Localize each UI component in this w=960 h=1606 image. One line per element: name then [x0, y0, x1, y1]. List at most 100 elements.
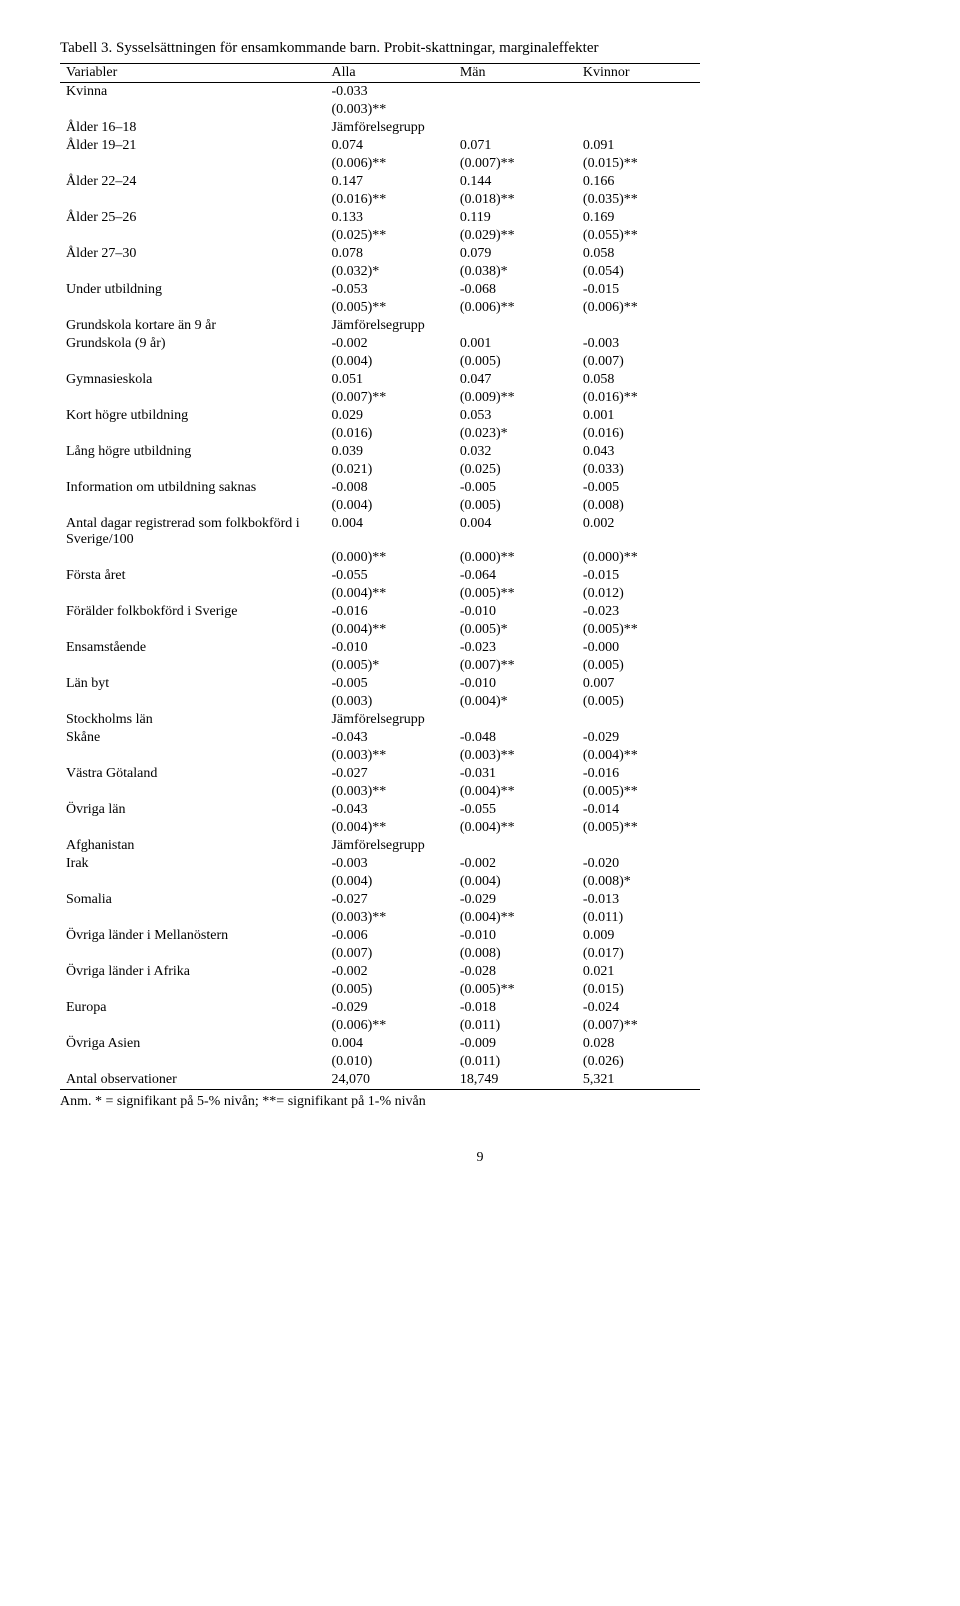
row-label [60, 425, 325, 443]
cell-value [577, 119, 700, 137]
row-label: Afghanistan [60, 837, 325, 855]
table-row: (0.003)(0.004)*(0.005) [60, 693, 700, 711]
table-row: Antal dagar registrerad som folkbokförd … [60, 515, 700, 549]
table-row: Ålder 25–260.1330.1190.169 [60, 209, 700, 227]
cell-value: (0.033) [577, 461, 700, 479]
cell-value: 0.001 [577, 407, 700, 425]
cell-value: 0.021 [577, 963, 700, 981]
cell-value: 0.166 [577, 173, 700, 191]
row-label: Kort högre utbildning [60, 407, 325, 425]
cell-value: -0.002 [454, 855, 577, 873]
cell-value: Jämförelsegrupp [325, 711, 453, 729]
cell-value: -0.029 [325, 999, 453, 1017]
cell-value: -0.016 [325, 603, 453, 621]
cell-value: -0.023 [454, 639, 577, 657]
cell-value: (0.054) [577, 263, 700, 281]
header-man: Män [454, 64, 577, 83]
cell-value: -0.068 [454, 281, 577, 299]
cell-value: (0.005)** [454, 981, 577, 999]
table-row: Stockholms länJämförelsegrupp [60, 711, 700, 729]
table-row: Län byt-0.005-0.0100.007 [60, 675, 700, 693]
cell-value: (0.008)* [577, 873, 700, 891]
table-row: Lång högre utbildning0.0390.0320.043 [60, 443, 700, 461]
row-label [60, 873, 325, 891]
table-row: Grundskola (9 år)-0.0020.001-0.003 [60, 335, 700, 353]
table-note: Anm. * = signifikant på 5-% nivån; **= s… [60, 1094, 900, 1110]
cell-value: -0.020 [577, 855, 700, 873]
cell-value: (0.009)** [454, 389, 577, 407]
table-row: (0.003)** [60, 101, 700, 119]
cell-value: 0.078 [325, 245, 453, 263]
row-label: Första året [60, 567, 325, 585]
cell-value: (0.004) [454, 873, 577, 891]
row-label [60, 191, 325, 209]
cell-value: -0.008 [325, 479, 453, 497]
cell-value: (0.005) [577, 693, 700, 711]
cell-value: 0.053 [454, 407, 577, 425]
table-row: (0.025)**(0.029)**(0.055)** [60, 227, 700, 245]
row-label: Övriga Asien [60, 1035, 325, 1053]
row-label: Gymnasieskola [60, 371, 325, 389]
cell-value: 0.004 [454, 515, 577, 549]
table-row: (0.003)**(0.004)**(0.011) [60, 909, 700, 927]
row-label: Ålder 16–18 [60, 119, 325, 137]
cell-value: 0.002 [577, 515, 700, 549]
row-label: Under utbildning [60, 281, 325, 299]
table-row: Övriga Asien0.004-0.0090.028 [60, 1035, 700, 1053]
cell-value: -0.029 [577, 729, 700, 747]
cell-value: 18,749 [454, 1071, 577, 1090]
row-label [60, 461, 325, 479]
row-label [60, 783, 325, 801]
row-label [60, 945, 325, 963]
cell-value: (0.004)** [325, 585, 453, 603]
table-row: (0.004)**(0.004)**(0.005)** [60, 819, 700, 837]
cell-value: (0.026) [577, 1053, 700, 1071]
cell-value: (0.004)** [454, 819, 577, 837]
table-row: (0.004)(0.004)(0.008)* [60, 873, 700, 891]
table-row: Ålder 19–210.0740.0710.091 [60, 137, 700, 155]
table-row: Ålder 16–18Jämförelsegrupp [60, 119, 700, 137]
cell-value: -0.029 [454, 891, 577, 909]
table-row: (0.005)(0.005)**(0.015) [60, 981, 700, 999]
row-label: Förälder folkbokförd i Sverige [60, 603, 325, 621]
cell-value: 0.047 [454, 371, 577, 389]
cell-value: -0.028 [454, 963, 577, 981]
cell-value: (0.005) [454, 353, 577, 371]
cell-value: (0.008) [577, 497, 700, 515]
cell-value: (0.000)** [454, 549, 577, 567]
cell-value: 0.147 [325, 173, 453, 191]
row-label [60, 1053, 325, 1071]
table-row: Västra Götaland-0.027-0.031-0.016 [60, 765, 700, 783]
table-row: Information om utbildning saknas-0.008-0… [60, 479, 700, 497]
row-label: Irak [60, 855, 325, 873]
table-row: Irak-0.003-0.002-0.020 [60, 855, 700, 873]
cell-value [454, 837, 577, 855]
cell-value: -0.016 [577, 765, 700, 783]
cell-value: (0.003)** [454, 747, 577, 765]
cell-value: -0.015 [577, 567, 700, 585]
row-label [60, 227, 325, 245]
cell-value: (0.016)** [325, 191, 453, 209]
cell-value: 0.144 [454, 173, 577, 191]
cell-value: 0.058 [577, 371, 700, 389]
cell-value: (0.016) [325, 425, 453, 443]
cell-value: (0.006)** [325, 1017, 453, 1035]
cell-value: 0.001 [454, 335, 577, 353]
row-label [60, 263, 325, 281]
cell-value: -0.010 [454, 927, 577, 945]
cell-value [454, 317, 577, 335]
cell-value: 0.028 [577, 1035, 700, 1053]
cell-value: 0.032 [454, 443, 577, 461]
table-title: Tabell 3. Sysselsättningen för ensamkomm… [60, 40, 900, 57]
row-label: Lång högre utbildning [60, 443, 325, 461]
cell-value: -0.043 [325, 801, 453, 819]
cell-value: (0.008) [454, 945, 577, 963]
cell-value: (0.029)** [454, 227, 577, 245]
cell-value: -0.013 [577, 891, 700, 909]
row-label: Skåne [60, 729, 325, 747]
cell-value: (0.025)** [325, 227, 453, 245]
table-row: (0.004)**(0.005)**(0.012) [60, 585, 700, 603]
cell-value: -0.043 [325, 729, 453, 747]
cell-value: (0.005) [325, 981, 453, 999]
row-label: Kvinna [60, 83, 325, 102]
